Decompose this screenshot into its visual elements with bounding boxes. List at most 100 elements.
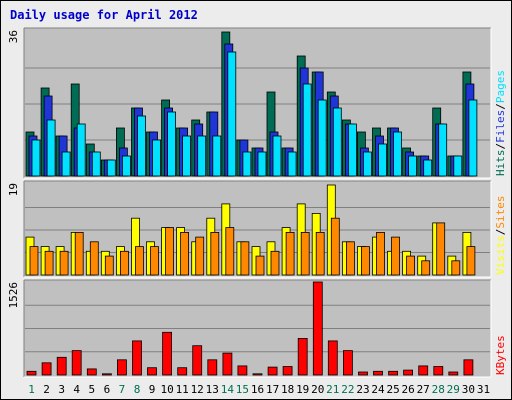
bar-kbytes-day-22 [342,350,353,376]
x-tick-label: 24 [371,383,385,396]
x-tick-label: 18 [281,383,294,396]
bar-pages-day-9 [152,139,161,177]
bar-pages-day-28 [438,123,448,177]
bar-pages-day-16 [257,151,267,177]
bar-sites-day-21 [330,217,340,276]
bar-sites-day-22 [345,241,355,276]
bar-sites-day-11 [180,231,190,276]
bar-pages-day-11 [182,135,192,177]
bar-kbytes-day-6 [102,373,112,376]
legend-entry: / [494,103,507,110]
bar-kbytes-day-11 [177,367,188,376]
bar-pages-day-27 [423,159,433,177]
bar-kbytes-day-2 [41,362,52,376]
x-tick-label: 3 [58,383,65,396]
legend-entry: / [494,229,507,236]
legend-entry: Hits [494,150,507,177]
legend-entry: KBytes [494,335,507,375]
bar-pages-day-13 [212,135,222,177]
x-tick-label: 6 [104,383,111,396]
bar-kbytes-day-20 [312,281,323,376]
y-max-label: 1526 [7,282,20,309]
bar-pages-day-24 [378,143,387,177]
bar-pages-day-26 [408,155,418,177]
x-tick-label: 28 [432,383,445,396]
bar-pages-day-25 [393,131,402,177]
bar-kbytes-day-8 [132,340,142,376]
bar-sites-day-17 [270,250,280,276]
bar-pages-day-30 [468,99,478,177]
bar-sites-day-5 [89,241,99,276]
panel-hits_files_pages: 36 Hits/Files/Pages [7,27,507,179]
bar-kbytes-day-5 [86,368,97,376]
bar-kbytes-day-23 [358,371,368,376]
bar-kbytes-day-12 [192,345,203,376]
x-tick-label: 10 [160,383,173,396]
bar-sites-day-24 [376,231,385,276]
bar-sites-day-16 [255,255,265,276]
bar-kbytes-day-19 [297,337,308,376]
x-tick-label: 9 [149,383,156,396]
legend-entry: / [494,143,507,150]
x-tick-label: 15 [236,383,249,396]
bar-sites-day-7 [120,250,129,276]
x-tick-label: 4 [73,383,80,396]
legend: Hits/Files/Pages [494,70,507,176]
bar-kbytes-day-13 [207,359,218,376]
x-tick-label: 5 [88,383,95,396]
x-tick-label: 25 [386,383,399,396]
bar-sites-day-19 [300,231,310,276]
legend: KBytes [494,335,507,375]
x-tick-label: 8 [134,383,141,396]
bar-pages-day-18 [287,151,297,177]
bar-sites-day-18 [285,231,295,276]
bar-sites-day-27 [421,260,431,276]
bar-sites-day-20 [315,231,325,276]
x-tick-label: 7 [119,383,126,396]
bar-sites-day-23 [360,246,370,276]
bar-sites-day-26 [406,255,416,276]
bar-kbytes-day-21 [327,340,338,376]
x-tick-label: 27 [417,383,430,396]
panel-kbytes: 1526 KBytes [7,279,507,378]
bar-kbytes-day-29 [448,371,459,376]
legend-entry: Visits [494,235,507,275]
x-tick-label: 19 [296,383,309,396]
bar-kbytes-day-17 [267,366,278,376]
bar-sites-day-12 [195,236,205,276]
bar-pages-day-7 [122,155,131,177]
bar-pages-day-4 [76,123,86,177]
bar-kbytes-day-25 [388,370,399,376]
x-tick-label: 26 [401,383,414,396]
bar-pages-day-6 [106,159,116,177]
bar-pages-day-10 [167,111,177,177]
bar-kbytes-day-30 [463,359,474,376]
x-tick-label: 21 [326,383,339,396]
bar-kbytes-day-28 [433,366,444,376]
y-max-label: 36 [7,30,20,43]
bar-pages-day-19 [302,83,312,177]
bar-sites-day-2 [44,250,54,276]
bar-sites-day-3 [59,250,69,276]
bar-sites-day-30 [466,246,476,276]
bar-kbytes-day-18 [282,366,293,376]
bar-kbytes-day-7 [117,359,127,376]
bar-sites-day-1 [29,246,39,276]
bar-sites-day-15 [240,241,250,276]
bar-pages-day-2 [46,119,56,177]
y-max-label: 19 [7,183,20,196]
bar-kbytes-day-14 [222,352,233,376]
bar-kbytes-day-1 [26,370,37,376]
x-tick-label: 16 [251,383,264,396]
legend-entry: Files [494,110,507,143]
bar-pages-day-1 [31,139,41,177]
bar-kbytes-day-26 [403,369,414,376]
bar-sites-day-25 [391,236,400,276]
bar-sites-day-8 [135,246,144,276]
bar-sites-day-29 [451,260,461,276]
bar-pages-day-5 [91,151,101,177]
bar-pages-day-17 [272,135,282,177]
x-tick-label: 29 [447,383,460,396]
bar-kbytes-day-4 [71,350,82,376]
